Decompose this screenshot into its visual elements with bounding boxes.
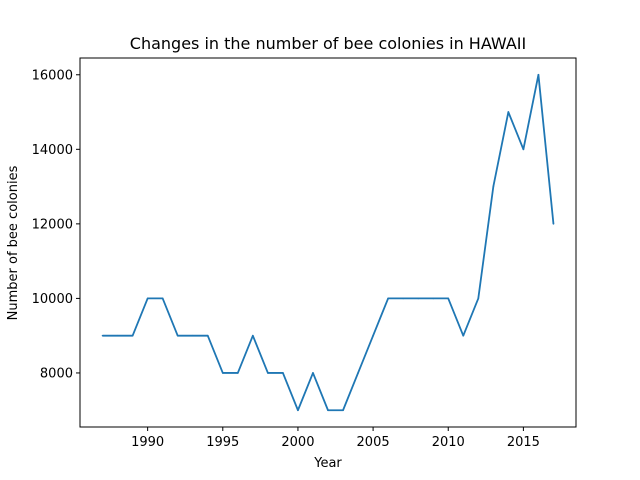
data-point [537, 73, 540, 76]
x-tick-label: 1990 [131, 435, 164, 450]
data-point [432, 297, 435, 300]
data-point [131, 334, 134, 337]
data-point [447, 297, 450, 300]
data-point [462, 334, 465, 337]
data-point [297, 409, 299, 412]
data-point [327, 409, 329, 412]
plot-frame [79, 57, 577, 428]
plot-area [79, 57, 577, 428]
y-tick-label: 10000 [32, 292, 73, 307]
x-tick-label: 2005 [357, 435, 390, 450]
data-point [312, 372, 314, 374]
data-point [221, 372, 224, 374]
data-point [342, 409, 344, 412]
data-point [191, 334, 194, 337]
data-point [387, 297, 389, 300]
x-axis: 1990 1995 2000 2005 2010 2015 [131, 427, 540, 450]
y-tick-label: 8000 [40, 366, 73, 381]
x-tick-label: 2010 [432, 435, 465, 450]
x-axis-label: Year [313, 456, 342, 471]
x-tick-label: 1995 [206, 435, 239, 450]
chart-title: Changes in the number of bee colonies in… [130, 34, 526, 53]
y-tick-label: 12000 [32, 217, 73, 232]
data-point [417, 297, 419, 300]
data-point [552, 223, 555, 225]
data-point [507, 111, 510, 113]
data-point [101, 334, 104, 337]
data-point [357, 372, 359, 374]
x-tick-label: 2000 [281, 435, 314, 450]
data-point [146, 297, 149, 300]
data-point [282, 372, 284, 374]
data-point [206, 334, 209, 337]
data-point [402, 297, 404, 300]
data-point [116, 334, 119, 337]
data-point [176, 334, 179, 337]
y-tick-label: 16000 [32, 68, 73, 83]
x-tick-label: 2015 [507, 435, 540, 450]
series-line [102, 73, 555, 412]
data-point [372, 334, 374, 337]
data-point [252, 334, 254, 337]
data-point [492, 185, 495, 188]
y-tick-label: 14000 [32, 143, 73, 158]
data-point [522, 148, 525, 151]
y-axis-label: Number of bee colonies [6, 165, 21, 320]
data-point [267, 372, 269, 374]
data-point [161, 297, 164, 300]
y-axis: 8000 10000 12000 14000 16000 [32, 68, 80, 381]
data-point [477, 297, 480, 300]
data-point [237, 372, 239, 374]
